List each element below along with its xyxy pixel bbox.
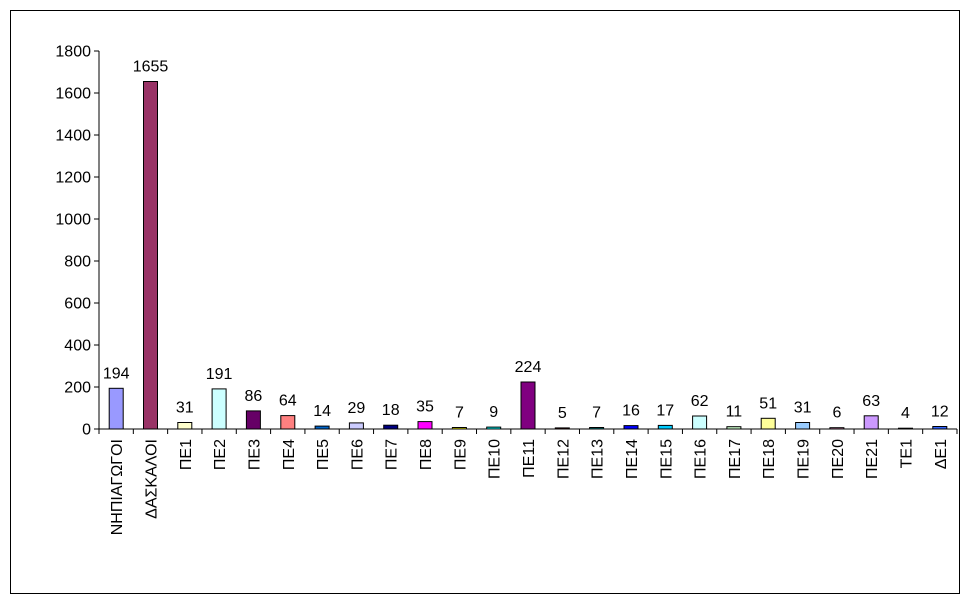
y-tick-label: 1400	[55, 128, 91, 145]
data-label: 194	[103, 365, 130, 382]
data-label: 35	[416, 399, 434, 416]
data-label: 191	[206, 366, 233, 383]
category-label: ΤΕ1	[899, 439, 916, 468]
data-label: 5	[558, 405, 567, 422]
y-axis: 0 200 400 600 800 1000 1200 1400 1600 1800	[55, 44, 100, 439]
y-tick-label: 400	[64, 338, 91, 355]
bar-ΠΕ13	[589, 427, 605, 430]
bar-ΠΕ11	[520, 381, 536, 430]
bar-ΠΕ19	[795, 422, 811, 430]
bar-ΠΕ4	[280, 415, 296, 430]
bar-ΠΕ2	[211, 388, 227, 430]
category-label: ΠΕ21	[864, 439, 881, 479]
category-label: ΠΕ9	[452, 439, 469, 470]
category-labels: ΝΗΠΙΑΓΩΓΟΙ ΔΑΣΚΑΛΟΙ ΠΕ1 ΠΕ2 ΠΕ3 ΠΕ4 ΠΕ5 ΠΕ6 ΠΕ7 Π…	[109, 439, 950, 535]
category-label: ΠΕ3	[246, 439, 263, 470]
category-label: ΔΑΣΚΑΛΟΙ	[144, 439, 161, 519]
bars	[108, 81, 948, 430]
category-label: ΝΗΠΙΑΓΩΓΟΙ	[109, 439, 126, 535]
category-label: ΠΕ18	[761, 439, 778, 479]
bar-ΠΕ9	[451, 427, 467, 430]
data-label: 18	[382, 402, 400, 419]
data-label: 7	[592, 405, 601, 422]
category-label: ΠΕ17	[727, 439, 744, 479]
bar-ΠΕ15	[657, 424, 673, 430]
category-label: ΠΕ12	[555, 439, 572, 479]
y-tick-label: 1800	[55, 44, 91, 61]
bar-ΤΕ1	[898, 427, 913, 430]
bar-ΔΕ1	[932, 426, 948, 430]
bar-ΠΕ1	[177, 422, 193, 430]
category-label: ΠΕ7	[384, 439, 401, 470]
category-label: ΠΕ4	[281, 439, 298, 470]
category-label: ΠΕ16	[693, 439, 710, 479]
data-label: 62	[691, 393, 709, 410]
category-label: ΠΕ1	[178, 439, 195, 470]
bar-ΠΕ21	[863, 415, 879, 430]
category-label: ΠΕ2	[212, 439, 229, 470]
bar-ΠΕ3	[245, 410, 261, 430]
y-tick-label: 1600	[55, 86, 91, 103]
y-tick-label: 1200	[55, 170, 91, 187]
category-label: ΠΕ5	[315, 439, 332, 470]
category-label: ΠΕ20	[830, 439, 847, 479]
bar-ΠΕ17	[726, 426, 742, 430]
data-label: 31	[794, 400, 812, 417]
category-label: ΔΕ1	[933, 439, 950, 469]
category-label: ΠΕ11	[521, 439, 538, 478]
bar-ΠΕ20	[829, 427, 845, 430]
data-label: 1655	[133, 59, 169, 76]
y-tick-label: 1000	[55, 212, 91, 229]
data-label: 7	[455, 405, 464, 422]
data-label: 29	[348, 400, 366, 417]
data-label: 6	[832, 405, 841, 422]
data-label: 12	[931, 404, 949, 421]
chart-frame: 0 200 400 600 800 1000 1200 1400 1600 1800 194 165…	[10, 10, 960, 594]
data-label: 17	[656, 402, 674, 419]
bar-ΔΑΣΚΑΛΟΙ	[143, 81, 158, 430]
data-label: 64	[279, 393, 297, 410]
bar-ΠΕ7	[383, 424, 399, 430]
data-label: 11	[726, 404, 743, 421]
category-label: ΠΕ14	[624, 439, 641, 479]
category-label: ΠΕ13	[590, 439, 607, 479]
x-axis	[98, 428, 958, 434]
y-tick-label: 0	[82, 422, 91, 439]
y-tick-label: 600	[64, 296, 91, 313]
bar-ΠΕ18	[760, 417, 776, 430]
data-label: 51	[759, 395, 777, 412]
data-label: 86	[245, 388, 263, 405]
category-label: ΠΕ15	[658, 439, 675, 479]
bar-ΠΕ14	[623, 425, 639, 430]
data-label: 63	[862, 393, 880, 410]
data-label: 224	[515, 359, 542, 376]
data-label: 14	[313, 403, 331, 420]
bar-ΠΕ10	[486, 426, 502, 430]
bar-ΠΕ6	[348, 422, 364, 430]
bar-ΠΕ5	[314, 425, 330, 430]
category-label: ΠΕ19	[796, 439, 813, 479]
category-label: ΠΕ8	[418, 439, 435, 470]
y-tick-label: 200	[64, 380, 91, 397]
bar-ΠΕ8	[417, 421, 433, 430]
bar-ΝΗΠΙΑΓΩΓΟΙ	[108, 387, 124, 430]
data-label: 4	[901, 405, 910, 422]
data-label: 31	[176, 400, 194, 417]
data-label: 16	[622, 403, 640, 420]
bar-ΠΕ12	[554, 427, 570, 430]
data-label: 9	[489, 404, 498, 421]
bar-ΠΕ16	[692, 415, 708, 430]
category-label: ΠΕ10	[487, 439, 504, 479]
category-label: ΠΕ6	[349, 439, 366, 470]
y-tick-label: 800	[64, 254, 91, 271]
